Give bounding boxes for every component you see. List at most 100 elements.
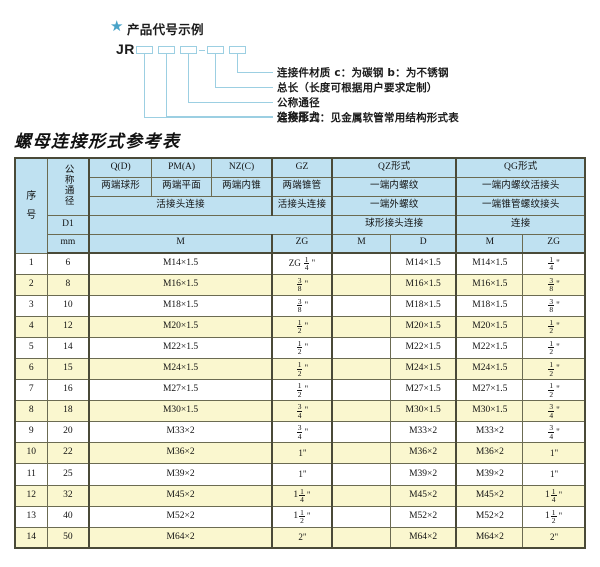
cell-gz-zg: 1 2 " — [270, 315, 333, 338]
cell-index: 1 — [14, 252, 48, 275]
header-unit-4: M — [455, 233, 524, 254]
header-index: 序 号 — [14, 157, 48, 254]
leader-line-2-v — [166, 54, 167, 116]
cell-diameter: 20 — [46, 421, 90, 444]
header-unit-1: ZG — [270, 233, 333, 254]
header-connect-0: 活接头连接 — [88, 195, 273, 216]
leader-line-5-h — [237, 72, 273, 73]
cell-qg-zg: 1 2 " — [522, 379, 586, 402]
cell-qz-m — [331, 273, 391, 296]
cell-index: 4 — [14, 315, 48, 338]
cell-qz-m — [331, 526, 391, 549]
cell-index: 12 — [14, 484, 48, 507]
code-box-1 — [136, 46, 153, 54]
callout-total-length: 总长（长度可根据用户要求定制） — [277, 82, 438, 94]
table-row: 14 50 M64×2 2" M64×2 M64×2 2" — [14, 526, 586, 549]
cell-qg-m: M14×1.5 — [455, 252, 524, 275]
header-group-desc-4: 一端内螺纹 — [331, 176, 457, 197]
page-title: 螺母连接形式参考表 — [14, 132, 181, 152]
header-connect-1: 活接头连接 — [270, 195, 333, 216]
cell-qz-d: M14×1.5 — [389, 252, 457, 275]
leader-line-2-h — [166, 116, 273, 117]
cell-qz-d: M64×2 — [389, 526, 457, 549]
cell-m-thread: M22×1.5 — [88, 336, 273, 359]
cell-qz-m — [331, 484, 391, 507]
header-connect2-0 — [88, 214, 333, 235]
nut-connection-spec-table: 序 号 公称通径 Q(D) PM(A) NZ(C) GZ QZ形式 QG形式 两… — [14, 157, 586, 550]
cell-qg-zg: 1 2 " — [522, 357, 586, 381]
cell-qg-zg: 3 4 " — [522, 421, 586, 444]
header-connect-2: 一端外螺纹 — [331, 195, 457, 216]
cell-qg-m: M36×2 — [455, 442, 524, 465]
table-row: 13 40 M52×2 1 1 2 " M52×2 M52×2 1 1 2 " — [14, 505, 586, 528]
cell-diameter: 14 — [46, 336, 90, 359]
cell-diameter: 8 — [46, 273, 90, 296]
header-index-line2: 号 — [26, 209, 37, 221]
cell-gz-zg: 2" — [270, 526, 333, 549]
leader-line-3-v — [188, 54, 189, 102]
leader-line-4-h — [215, 87, 273, 88]
table-row: 9 20 M33×2 3 4 " M33×2 M33×2 3 4 " — [14, 421, 586, 444]
cell-diameter: 22 — [46, 442, 90, 465]
cell-gz-zg: 1 2 " — [270, 336, 333, 359]
table-row: 11 25 M39×2 1" M39×2 M39×2 1" — [14, 463, 586, 486]
table-body: 1 6 M14×1.5 ZG 1 4 " M14×1.5 M14×1.5 1 4 " 2 8 M16×1.5… — [14, 252, 586, 549]
cell-qz-m — [331, 505, 391, 528]
table-row: 1 6 M14×1.5 ZG 1 4 " M14×1.5 M14×1.5 1 4 " — [14, 252, 586, 275]
spec-table-container: 序 号 公称通径 Q(D) PM(A) NZ(C) GZ QZ形式 QG形式 两… — [14, 157, 586, 550]
cell-gz-zg: 1 2 " — [270, 379, 333, 402]
table-row: 7 16 M27×1.5 1 2 " M27×1.5 M27×1.5 1 2 " — [14, 379, 586, 402]
cell-diameter: 15 — [46, 357, 90, 381]
cell-qg-m: M16×1.5 — [455, 273, 524, 296]
cell-diameter: 32 — [46, 484, 90, 507]
table-header: 序 号 公称通径 Q(D) PM(A) NZ(C) GZ QZ形式 QG形式 两… — [14, 157, 586, 254]
cell-gz-zg: 3 4 " — [270, 400, 333, 423]
table-row: 12 32 M45×2 1 1 4 " M45×2 M45×2 1 1 4 " — [14, 484, 586, 507]
cell-m-thread: M30×1.5 — [88, 400, 273, 423]
header-unit-0: M — [88, 233, 273, 254]
cell-m-thread: M36×2 — [88, 442, 273, 465]
callout-material: 连接件材质 c：为碳钢 b：为不锈钢 — [277, 67, 449, 79]
cell-qz-d: M52×2 — [389, 505, 457, 528]
cell-index: 9 — [14, 421, 48, 444]
cell-qg-m: M52×2 — [455, 505, 524, 528]
cell-m-thread: M64×2 — [88, 526, 273, 549]
header-unit-5: ZG — [522, 233, 586, 254]
code-box-3 — [180, 46, 197, 54]
callout-connect-type: 连接形式：见金属软管常用结构形式表 — [277, 112, 459, 124]
cell-diameter: 10 — [46, 294, 90, 317]
cell-qz-d: M22×1.5 — [389, 336, 457, 359]
cell-qz-m — [331, 379, 391, 402]
callout-nominal-press: 公称压力 — [277, 111, 320, 123]
cell-diameter: 12 — [46, 315, 90, 338]
callout-nominal-bore: 公称通径 — [277, 97, 320, 109]
cell-gz-zg: 1 2 " — [270, 357, 333, 381]
header-connect2-1: 球形接头连接 — [331, 214, 457, 235]
cell-gz-zg: 1" — [270, 463, 333, 486]
cell-qg-zg: 1 2 " — [522, 315, 586, 338]
cell-qg-zg: 3 8 " — [522, 273, 586, 296]
cell-qz-m — [331, 294, 391, 317]
cell-gz-zg: 3 8 " — [270, 294, 333, 317]
cell-diameter: 50 — [46, 526, 90, 549]
header-diameter-sub: D1 — [46, 214, 90, 235]
cell-m-thread: M16×1.5 — [88, 273, 273, 296]
leader-line-5-v — [237, 54, 238, 72]
cell-qz-d: M27×1.5 — [389, 379, 457, 402]
product-code-diagram: ★ 产品代号示例 JR 连接件材质 c：为碳钢 b：为不锈钢 总长（长度可根据用… — [0, 0, 600, 128]
cell-qz-d: M20×1.5 — [389, 315, 457, 338]
header-row-units: mm M ZG M D M ZG — [15, 233, 586, 254]
cell-qg-m: M22×1.5 — [455, 336, 524, 359]
cell-qg-m: M18×1.5 — [455, 294, 524, 317]
cell-m-thread: M33×2 — [88, 421, 273, 444]
cell-qz-m — [331, 421, 391, 444]
cell-index: 2 — [14, 273, 48, 296]
cell-gz-zg: 3 4 " — [270, 421, 333, 444]
cell-qz-m — [331, 400, 391, 423]
table-row: 5 14 M22×1.5 1 2 " M22×1.5 M22×1.5 1 2 " — [14, 336, 586, 359]
header-group-code-0: Q(D) — [88, 157, 152, 178]
cell-m-thread: M20×1.5 — [88, 315, 273, 338]
header-connect-3: 一端锥管螺纹接头 — [455, 195, 586, 216]
cell-qg-zg: 1 1 2 " — [522, 505, 586, 528]
cell-index: 11 — [14, 463, 48, 486]
